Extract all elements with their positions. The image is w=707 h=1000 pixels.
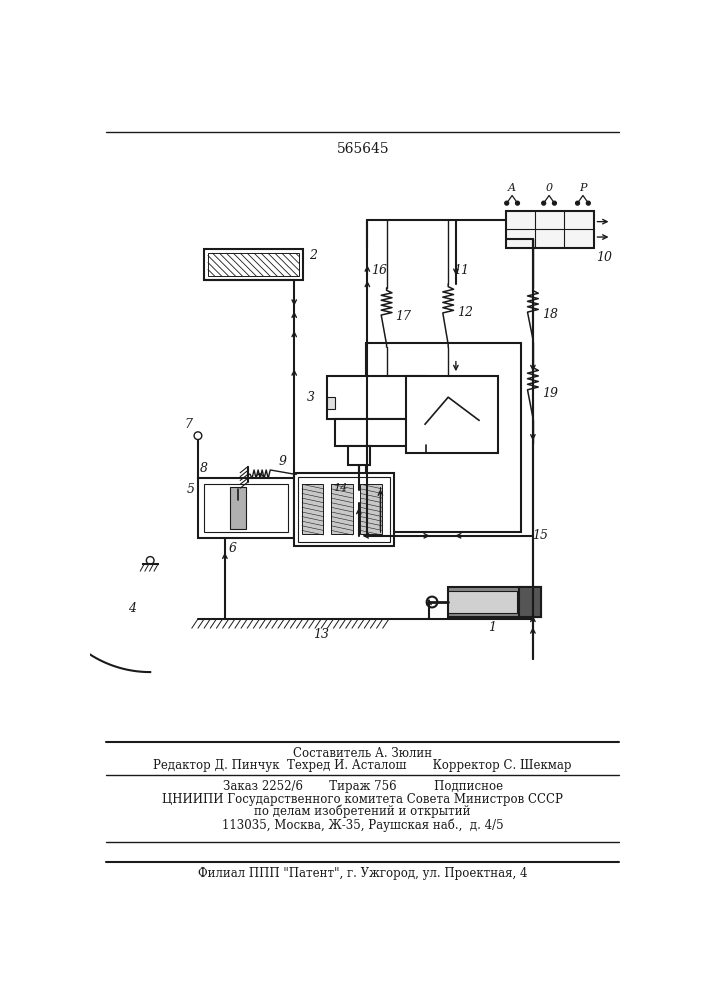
Polygon shape bbox=[348, 490, 467, 532]
Bar bbox=[519, 587, 541, 617]
Text: 8: 8 bbox=[200, 462, 208, 475]
Bar bbox=[204, 484, 288, 532]
Text: 3: 3 bbox=[307, 391, 315, 404]
Text: 11: 11 bbox=[453, 264, 469, 277]
Text: 6: 6 bbox=[228, 542, 237, 555]
Circle shape bbox=[146, 557, 154, 564]
Circle shape bbox=[426, 597, 438, 607]
Bar bbox=[366, 343, 521, 532]
Bar bbox=[506, 211, 595, 248]
Text: Составитель А. Зюлин: Составитель А. Зюлин bbox=[293, 747, 432, 760]
Text: 12: 12 bbox=[457, 306, 473, 319]
Circle shape bbox=[505, 201, 508, 205]
Text: 16: 16 bbox=[371, 264, 387, 277]
Circle shape bbox=[586, 201, 590, 205]
Text: 565645: 565645 bbox=[337, 142, 389, 156]
Circle shape bbox=[553, 201, 556, 205]
Bar bbox=[448, 587, 541, 617]
Circle shape bbox=[421, 434, 431, 445]
Circle shape bbox=[515, 201, 520, 205]
Bar bbox=[204, 249, 303, 280]
Circle shape bbox=[542, 201, 546, 205]
Bar bbox=[208, 253, 299, 276]
Bar bbox=[348, 446, 370, 465]
Circle shape bbox=[230, 500, 246, 516]
Circle shape bbox=[476, 416, 490, 430]
Text: 18: 18 bbox=[542, 308, 558, 321]
Bar bbox=[327, 397, 335, 409]
Text: 7: 7 bbox=[185, 418, 193, 431]
Text: ЦНИИПИ Государственного комитета Совета Министров СССР: ЦНИИПИ Государственного комитета Совета … bbox=[163, 793, 563, 806]
Text: 1: 1 bbox=[488, 621, 496, 634]
Bar bbox=[302, 484, 324, 534]
Circle shape bbox=[575, 201, 580, 205]
Bar bbox=[406, 376, 498, 453]
Text: 17: 17 bbox=[395, 310, 411, 323]
Text: 19: 19 bbox=[542, 387, 558, 400]
Text: Заказ 2252/6       Тираж 756          Подписное: Заказ 2252/6 Тираж 756 Подписное bbox=[223, 780, 503, 793]
Bar bbox=[298, 477, 390, 542]
Text: P: P bbox=[579, 183, 587, 193]
Text: 0: 0 bbox=[546, 183, 553, 193]
Text: 13: 13 bbox=[313, 628, 329, 641]
Text: Филиал ППП "Патент", г. Ужгород, ул. Проектная, 4: Филиал ППП "Патент", г. Ужгород, ул. Про… bbox=[198, 867, 527, 880]
Text: 10: 10 bbox=[596, 251, 612, 264]
Text: 113035, Москва, Ж-35, Раушская наб.,  д. 4/5: 113035, Москва, Ж-35, Раушская наб., д. … bbox=[222, 819, 503, 832]
Bar bbox=[294, 473, 395, 546]
Bar bbox=[448, 591, 518, 613]
Text: 2: 2 bbox=[310, 249, 317, 262]
Text: по делам изобретений и открытий: по делам изобретений и открытий bbox=[255, 805, 471, 818]
Bar bbox=[327, 376, 428, 419]
Bar bbox=[230, 487, 246, 529]
Circle shape bbox=[256, 474, 264, 482]
Text: A: A bbox=[508, 183, 516, 193]
Text: 9: 9 bbox=[279, 455, 286, 468]
Bar bbox=[331, 484, 353, 534]
Bar bbox=[361, 484, 382, 534]
Text: 14: 14 bbox=[333, 483, 348, 493]
Bar bbox=[335, 419, 420, 446]
Text: Редактор Д. Пинчук  Техред И. Асталош       Корректор С. Шекмар: Редактор Д. Пинчук Техред И. Асталош Кор… bbox=[153, 759, 572, 772]
Text: 5: 5 bbox=[186, 483, 194, 496]
Text: 15: 15 bbox=[532, 529, 549, 542]
Bar bbox=[198, 478, 294, 538]
Text: 4: 4 bbox=[129, 602, 136, 615]
